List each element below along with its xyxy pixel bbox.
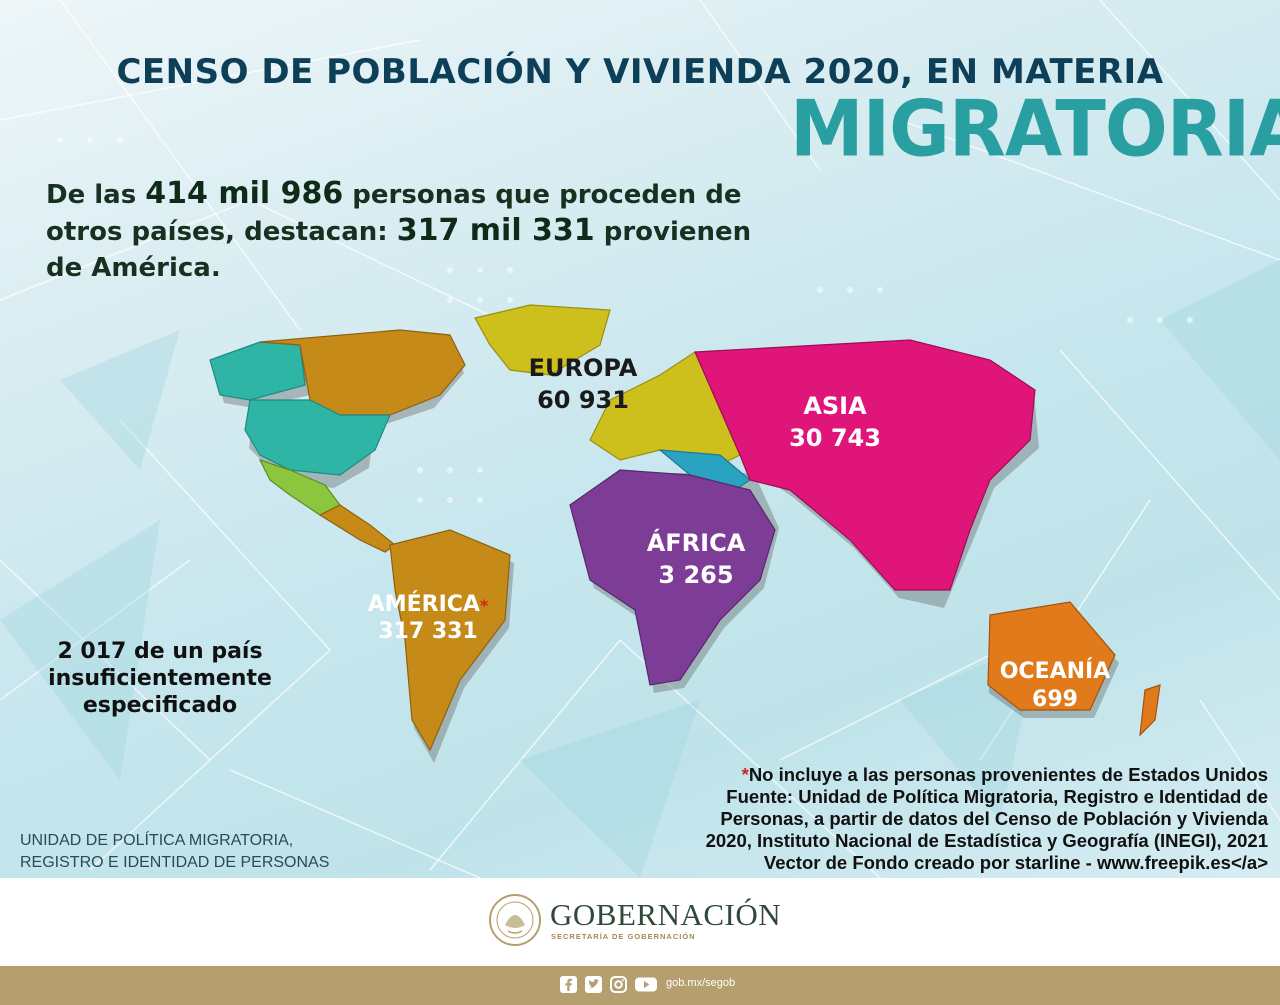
instagram-icon[interactable] [610,976,627,993]
label-asia: ASIA 30 743 [780,390,890,454]
footer [0,878,1280,966]
region-canada [259,329,466,416]
twitter-icon[interactable] [585,976,602,993]
intro-america-total: 317 mil 331 [396,213,595,248]
label-oceania: OCEANÍA 699 [990,658,1120,714]
title-line-2: MIGRATORIA [790,83,1280,175]
region-greenland [474,304,611,376]
america-star-icon: * [479,596,489,615]
note-line-4: 2020, Instituto Nacional de Estadística … [705,830,1268,851]
brand-title: GOBERNACIÓN [550,897,782,932]
label-africa-name: ÁFRICA [646,529,746,557]
label-america-value: 317 331 [378,619,478,644]
youtube-icon[interactable] [635,976,657,993]
label-europa-name: EUROPA [528,354,638,382]
infographic-poster: CENSO DE POBLACIÓN Y VIVIENDA 2020, EN M… [0,0,1280,878]
note-line-5: Vector de Fondo creado por starline - ww… [763,852,1268,873]
region-middle-east [658,449,752,491]
region-asia [694,339,1036,591]
note-star-icon: * [741,764,749,785]
source-notes: *No incluye a las personas provenientes … [648,764,1268,874]
label-asia-value: 30 743 [789,424,881,452]
region-africa [569,469,776,686]
intro-text: De las 414 mil 986 personas que proceden… [46,176,786,286]
intro-part-3: provienen de América. [46,217,752,283]
unit-name: UNIDAD DE POLÍTICA MIGRATORIA, REGISTRO … [20,830,420,874]
region-oceania [987,601,1116,711]
website-handle[interactable]: gob.mx/segob [666,977,736,989]
label-europa-value: 60 931 [537,386,629,414]
world-map [209,304,1161,763]
intro-part-2: personas que proceden de otros países, d… [46,180,742,247]
label-america: AMÉRICA* 317 331 [360,592,496,645]
region-south-america [389,529,511,752]
label-oceania-name: OCEANÍA [999,659,1111,684]
intro-part-1: De las [46,180,146,210]
unit-name-line-1: UNIDAD DE POLÍTICA MIGRATORIA, [20,832,294,849]
intro-total: 414 mil 986 [145,176,344,211]
facebook-icon[interactable] [560,976,577,993]
label-oceania-value: 699 [1032,687,1078,712]
region-central-america [318,504,397,553]
government-seal-icon [489,894,541,946]
label-europa: EUROPA 60 931 [528,352,638,416]
unspecified-text: de un país insuficientemente especificad… [48,639,272,718]
region-new-zealand [1139,684,1161,737]
unspecified-country-note: 2 017 de un país insuficientemente espec… [30,638,290,719]
note-line-1: No incluye a las personas provenientes d… [748,764,1268,785]
label-africa: ÁFRICA 3 265 [636,527,756,591]
label-africa-value: 3 265 [658,561,734,589]
note-line-3: Personas, a partir de datos del Censo de… [720,808,1268,829]
note-line-2: Fuente: Unidad de Política Migratoria, R… [726,786,1268,807]
brand-subtitle: SECRETARÍA DE GOBERNACIÓN [551,932,696,941]
label-asia-name: ASIA [803,392,867,420]
region-usa [244,399,391,476]
title-line-1: CENSO DE POBLACIÓN Y VIVIENDA 2020, EN M… [116,52,1164,92]
unspecified-value: 2 017 [57,639,127,664]
unit-name-line-2: REGISTRO E IDENTIDAD DE PERSONAS [20,854,330,871]
label-america-name: AMÉRICA [367,592,480,617]
